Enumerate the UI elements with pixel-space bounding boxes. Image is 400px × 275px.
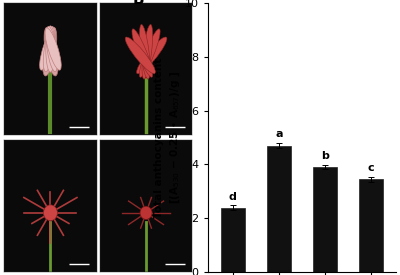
Text: d: d (229, 192, 237, 202)
Bar (221, 208, 245, 272)
Bar (267, 145, 291, 272)
Ellipse shape (46, 26, 58, 72)
Ellipse shape (43, 26, 55, 72)
Text: b: b (321, 152, 329, 161)
Ellipse shape (46, 26, 55, 72)
Ellipse shape (45, 28, 61, 70)
Ellipse shape (44, 27, 58, 76)
Bar (359, 179, 383, 272)
Ellipse shape (142, 24, 153, 79)
Title: FL1: FL1 (135, 0, 157, 2)
Text: a: a (275, 129, 282, 139)
Ellipse shape (40, 28, 56, 70)
Ellipse shape (139, 29, 160, 77)
Ellipse shape (43, 27, 57, 76)
Title: FB: FB (42, 0, 58, 2)
Ellipse shape (136, 37, 167, 74)
Ellipse shape (44, 205, 57, 221)
Bar (313, 167, 337, 272)
Text: B: B (132, 0, 144, 7)
Y-axis label: Total anthocyanins content
[(A$_{530}$ − 0.25 • A$_{657}$)/g ]: Total anthocyanins content [(A$_{530}$ −… (154, 57, 182, 218)
Text: c: c (368, 163, 374, 173)
Text: A: A (0, 0, 12, 1)
Ellipse shape (140, 24, 150, 79)
Ellipse shape (132, 29, 153, 77)
Ellipse shape (125, 37, 156, 74)
Ellipse shape (140, 206, 152, 219)
